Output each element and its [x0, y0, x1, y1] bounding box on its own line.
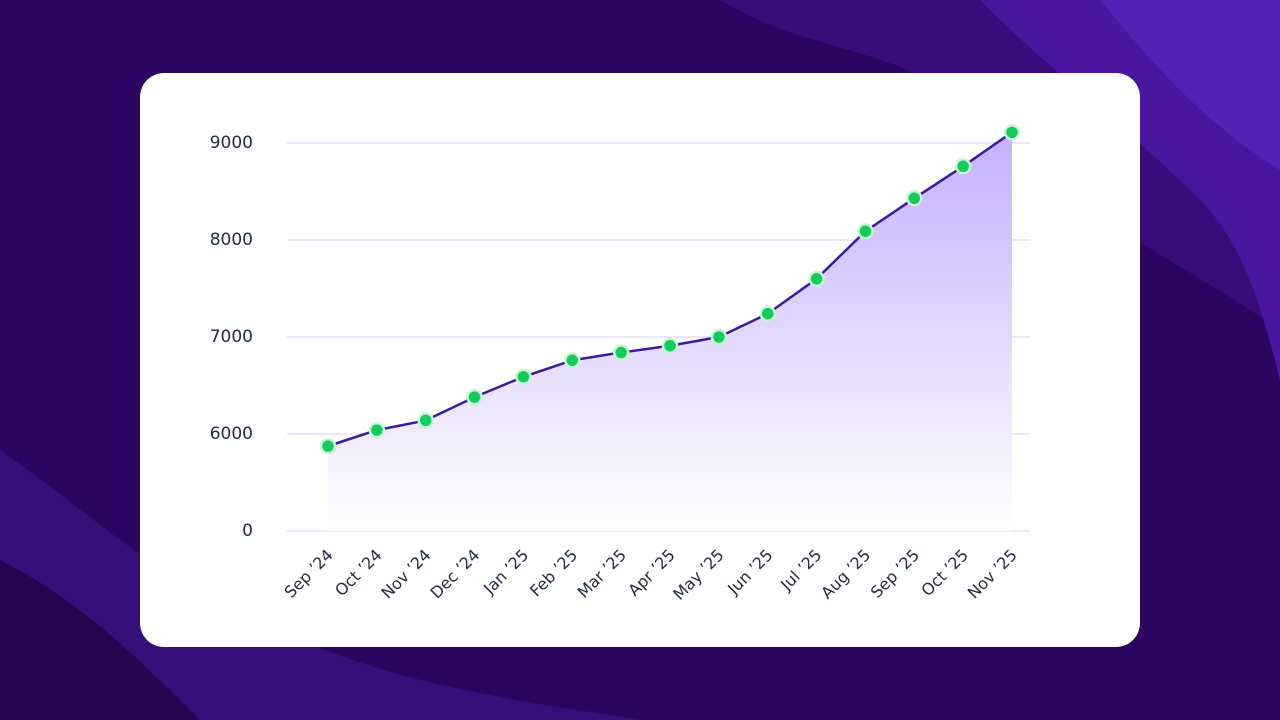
point	[710, 328, 728, 346]
point	[368, 421, 386, 439]
y-tick-label: 7000	[210, 327, 253, 347]
point	[661, 337, 679, 354]
y-tick-label: 6000	[210, 424, 253, 444]
point	[466, 388, 483, 406]
y-tick-label: 8000	[210, 230, 253, 250]
y-tick-label: 9000	[210, 133, 253, 153]
point	[417, 412, 434, 429]
point	[1003, 124, 1021, 141]
point	[906, 190, 923, 207]
point	[319, 437, 337, 455]
point	[857, 223, 874, 240]
point	[564, 352, 581, 369]
point	[954, 158, 972, 175]
point	[808, 270, 825, 288]
point	[759, 305, 776, 322]
y-tick-label: 0	[242, 521, 253, 541]
point	[515, 368, 532, 386]
point	[612, 344, 630, 361]
area	[328, 132, 1012, 531]
